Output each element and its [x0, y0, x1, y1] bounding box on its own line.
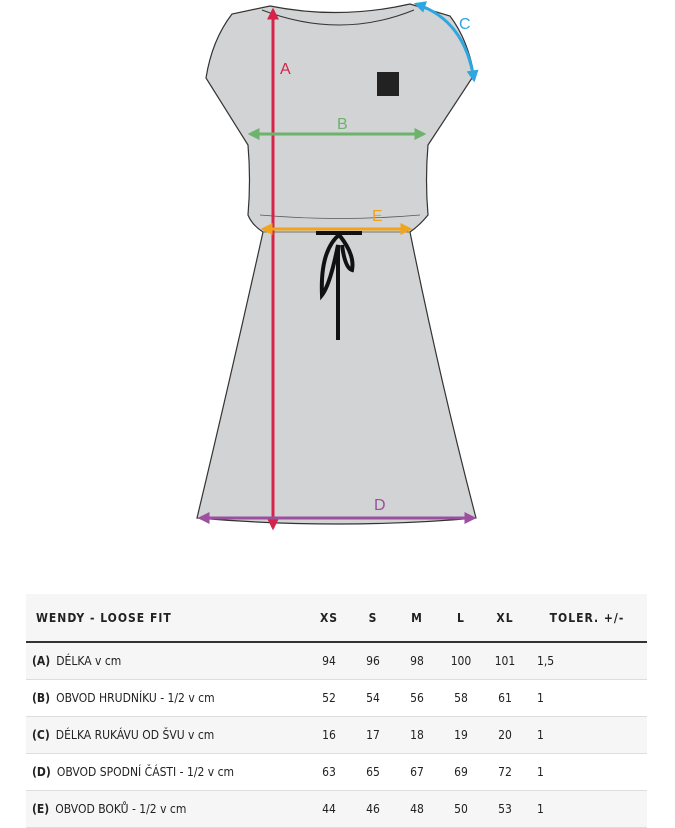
size-value: 19 — [439, 716, 483, 754]
size-value: 52 — [307, 679, 351, 717]
row-text: DÉLKA v cm — [56, 654, 122, 668]
row-text: OBVOD BOKŮ - 1/2 v cm — [55, 802, 187, 816]
tolerance-header: TOLER. +/- — [527, 594, 647, 643]
size-value: 100 — [439, 642, 483, 680]
size-s: S — [351, 594, 395, 643]
label-d: D — [374, 497, 386, 514]
size-xl: XL — [483, 594, 527, 643]
row-code: (B) — [32, 691, 51, 705]
dress-diagram: A B C D E — [196, 1, 479, 531]
row-text: DÉLKA RUKÁVU OD ŠVU v cm — [55, 728, 215, 742]
measure-c — [413, 1, 479, 83]
size-value: 18 — [395, 716, 439, 754]
row-label: (A) DÉLKA v cm — [26, 642, 307, 680]
table-title: WENDY - LOOSE FIT — [26, 594, 307, 643]
size-l: L — [439, 594, 483, 643]
size-value: 46 — [351, 790, 395, 828]
row-label: (B) OBVOD HRUDNÍKU - 1/2 v cm — [26, 679, 307, 717]
size-value: 54 — [351, 679, 395, 717]
row-code: (A) — [32, 654, 51, 668]
size-value: 72 — [483, 753, 527, 791]
table-row: (B) OBVOD HRUDNÍKU - 1/2 v cm 52 54 56 58 61 1 — [26, 679, 647, 717]
tolerance-value: 1 — [527, 790, 647, 828]
size-value: 58 — [439, 679, 483, 717]
size-value: 61 — [483, 679, 527, 717]
row-code: (E) — [32, 802, 50, 816]
row-code: (D) — [32, 765, 51, 779]
row-label: (D) OBVOD SPODNÍ ČÁSTI - 1/2 v cm — [26, 753, 307, 791]
size-xs: XS — [307, 594, 351, 643]
size-value: 63 — [307, 753, 351, 791]
row-label: (C) DÉLKA RUKÁVU OD ŠVU v cm — [26, 716, 307, 754]
label-b: B — [337, 116, 348, 133]
table-row: (A) DÉLKA v cm 94 96 98 100 101 1,5 — [26, 642, 647, 680]
size-value: 98 — [395, 642, 439, 680]
table-header: WENDY - LOOSE FIT XS S M L XL TOLER. +/- — [26, 594, 647, 643]
size-value: 67 — [395, 753, 439, 791]
size-value: 96 — [351, 642, 395, 680]
size-value: 20 — [483, 716, 527, 754]
tolerance-value: 1 — [527, 679, 647, 717]
table-row: (D) OBVOD SPODNÍ ČÁSTI - 1/2 v cm 63 65 67 69… — [26, 753, 647, 791]
tolerance-value: 1,5 — [527, 642, 647, 680]
tolerance-value: 1 — [527, 716, 647, 754]
label-a: A — [280, 61, 291, 78]
size-table: WENDY - LOOSE FIT XS S M L XL TOLER. +/-… — [26, 594, 647, 828]
size-value: 94 — [307, 642, 351, 680]
size-value: 101 — [483, 642, 527, 680]
label-e: E — [372, 208, 383, 225]
size-value: 16 — [307, 716, 351, 754]
size-value: 17 — [351, 716, 395, 754]
row-text: OBVOD SPODNÍ ČÁSTI - 1/2 v cm — [56, 765, 235, 779]
size-m: M — [395, 594, 439, 643]
tolerance-value: 1 — [527, 753, 647, 791]
row-code: (C) — [32, 728, 50, 742]
size-value: 50 — [439, 790, 483, 828]
table-row: (E) OBVOD BOKŮ - 1/2 v cm 44 46 48 50 53 1 — [26, 790, 647, 828]
row-label: (E) OBVOD BOKŮ - 1/2 v cm — [26, 790, 307, 828]
label-c: C — [459, 16, 471, 33]
size-value: 53 — [483, 790, 527, 828]
size-value: 44 — [307, 790, 351, 828]
table-row: (C) DÉLKA RUKÁVU OD ŠVU v cm 16 17 18 19 20 1 — [26, 716, 647, 754]
row-text: OBVOD HRUDNÍKU - 1/2 v cm — [56, 691, 215, 705]
size-value: 48 — [395, 790, 439, 828]
brand-logo — [377, 72, 399, 96]
size-value: 65 — [351, 753, 395, 791]
size-value: 56 — [395, 679, 439, 717]
size-value: 69 — [439, 753, 483, 791]
